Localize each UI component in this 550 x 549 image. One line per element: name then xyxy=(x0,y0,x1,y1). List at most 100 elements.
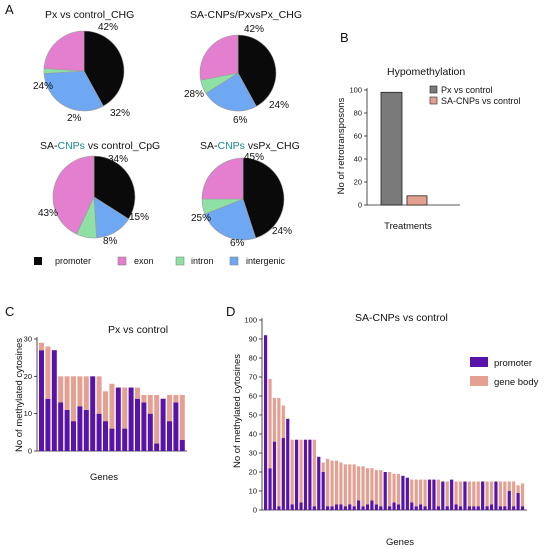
panel-d-title: SA-CNPs vs control xyxy=(355,312,448,324)
bar-gene-body xyxy=(45,346,51,399)
bar-promoter xyxy=(90,376,96,451)
y-tick-label: 20 xyxy=(24,372,32,381)
bar-gene-body xyxy=(370,468,374,501)
bar-gene-body xyxy=(339,462,343,505)
pie4-label-intergenic: 24% xyxy=(272,226,292,237)
panel-letter-c: C xyxy=(5,304,14,319)
panel-c-ylabel: No of methylated cytosines xyxy=(14,338,25,452)
pie3-title-part: SA- xyxy=(40,140,58,152)
bar-gene-body xyxy=(109,383,115,429)
bar-promoter xyxy=(405,477,409,510)
bar-promoter xyxy=(339,504,343,510)
bar-gene-body xyxy=(392,473,396,503)
pie4-label-intron: 6% xyxy=(230,238,245,249)
panel-letter-a: A xyxy=(5,2,14,17)
pie2-label-intergenic: 24% xyxy=(269,100,289,111)
bar-promoter xyxy=(379,506,383,510)
bar-gene-body xyxy=(141,395,147,403)
bar-gene-body xyxy=(410,479,414,503)
bar-gene-body xyxy=(512,481,516,507)
bar-promoter xyxy=(83,409,89,451)
pie4-label-exon: 25% xyxy=(191,213,211,224)
pie1-title: Px vs control_CHG xyxy=(45,9,134,21)
bar-promoter xyxy=(122,428,128,451)
bar-gene-body xyxy=(388,472,392,507)
bar-promoter xyxy=(365,504,370,510)
pie2-label-exon: 28% xyxy=(184,89,204,100)
bar-gene-body xyxy=(419,479,423,505)
bar-gene-body xyxy=(436,479,440,507)
y-tick-label: 20 xyxy=(354,178,362,187)
pie3-title-part: CNPs xyxy=(58,140,85,152)
bar-promoter xyxy=(414,506,418,510)
y-tick-label: 80 xyxy=(354,109,362,118)
y-tick-label: 40 xyxy=(354,155,362,164)
bar-promoter xyxy=(516,492,520,510)
bar-promoter xyxy=(481,481,485,510)
bar-gene-body xyxy=(312,439,316,507)
hypomethylation-bar-chart: 0 20 40 60 80 100 xyxy=(349,86,460,210)
y-tick-label: 0 xyxy=(253,506,257,515)
bar-sa-cnps-vs-control xyxy=(406,195,428,206)
y-tick-label: 60 xyxy=(249,392,257,401)
bar-gene-body xyxy=(321,462,325,472)
bar-promoter xyxy=(330,506,334,510)
bar-gene-body xyxy=(290,439,294,505)
bar-gene-body xyxy=(348,464,352,505)
bar-promoter xyxy=(383,472,387,510)
bar-promoter xyxy=(463,481,467,510)
bar-promoter xyxy=(173,402,179,451)
bar-promoter xyxy=(450,479,454,510)
bar-gene-body xyxy=(299,439,303,503)
pie-slice-promoter xyxy=(83,30,125,107)
legend-label-promoter: promoter xyxy=(55,256,91,266)
bar-promoter xyxy=(268,468,272,510)
bar-gene-body xyxy=(503,481,507,507)
bar-promoter xyxy=(103,421,108,451)
bar-gene-body xyxy=(374,470,378,505)
bar-gene-body xyxy=(334,460,339,505)
bar-promoter xyxy=(436,506,440,510)
bar-gene-body xyxy=(122,387,128,429)
bar-promoter xyxy=(410,502,414,510)
panel-c-xlabel: Genes xyxy=(90,472,118,483)
pie3-label-intron: 8% xyxy=(103,236,118,247)
bar-promoter xyxy=(303,439,308,510)
bar-gene-body xyxy=(352,464,356,507)
bar-promoter xyxy=(427,479,432,510)
bar-promoter xyxy=(308,439,312,510)
pie3-label-intergenic: 15% xyxy=(129,212,149,223)
bar-promoter xyxy=(96,413,102,451)
bar-promoter xyxy=(498,506,502,510)
bar-gene-body xyxy=(396,473,401,505)
y-tick-label: 30 xyxy=(249,449,257,458)
bar-promoter xyxy=(388,506,392,510)
pie4-title: SA-CNPs vsPx_CHG xyxy=(200,140,300,152)
y-tick-label: 10 xyxy=(24,409,32,418)
legend-label-sa: SA-CNPs vs control xyxy=(441,96,521,106)
pie2-title: SA-CNPs/PxvsPx_CHG xyxy=(190,9,302,21)
pie3-label-exon: 43% xyxy=(38,208,58,219)
pie3-title: SA-CNPs vs control_CpG xyxy=(40,140,160,152)
legend-swatch-exon xyxy=(117,256,127,266)
pie4-title-part: vsPx_CHG xyxy=(245,140,300,152)
bar-gene-body xyxy=(361,466,365,507)
bar-gene-body xyxy=(135,387,140,399)
bar-gene-body xyxy=(357,466,361,501)
y-tick-label: 0 xyxy=(28,447,32,456)
bar-promoter xyxy=(115,387,121,451)
bar-promoter xyxy=(281,437,285,510)
bar-gene-body xyxy=(498,481,502,507)
bar-gene-body xyxy=(516,485,520,493)
bar-promoter xyxy=(39,350,44,451)
bar-promoter xyxy=(290,504,294,510)
legend-label-intergenic: intergenic xyxy=(246,256,286,266)
pie3-title-part: vs control_CpG xyxy=(85,140,160,152)
bar-gene-body xyxy=(520,483,525,507)
bar-gene-body xyxy=(476,481,480,507)
pie-slice-exon xyxy=(43,30,85,72)
pie4-label-promoter: 45% xyxy=(244,152,264,163)
bar-promoter xyxy=(343,506,347,510)
pie-slice-promoter xyxy=(237,34,277,107)
bar-gene-body xyxy=(83,376,89,410)
